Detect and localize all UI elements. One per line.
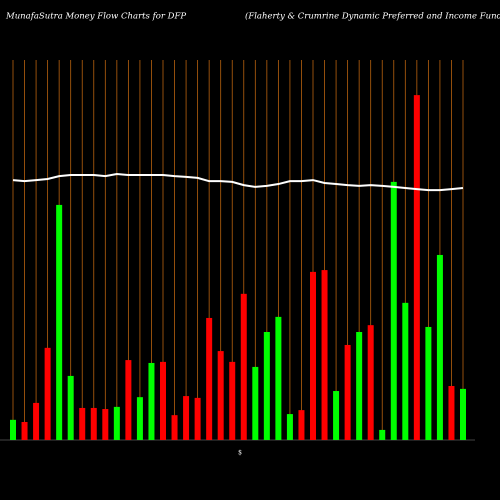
bar — [275, 316, 282, 440]
bar — [460, 388, 466, 440]
bar — [79, 407, 86, 440]
bar — [21, 422, 28, 440]
bar — [183, 396, 190, 440]
chart-subtitle: (Flaherty & Crumrine Dynamic Preferred a… — [245, 11, 500, 22]
bar — [56, 204, 63, 440]
bar — [44, 347, 51, 440]
bar — [356, 332, 363, 440]
bar — [217, 351, 224, 440]
bar — [402, 302, 409, 440]
bar — [206, 317, 213, 440]
bar — [194, 397, 201, 440]
bar — [125, 360, 132, 440]
bar — [298, 410, 305, 440]
bar — [10, 419, 16, 440]
bar — [136, 397, 143, 440]
bar — [413, 95, 420, 441]
bar — [102, 409, 109, 440]
bar — [252, 366, 259, 440]
bar — [425, 326, 432, 440]
bar — [263, 332, 270, 440]
bar — [344, 344, 351, 440]
chart-title: MunafaSutra Money Flow Charts for DFP — [5, 12, 186, 22]
bar — [171, 415, 178, 440]
bar — [229, 361, 236, 440]
bar — [240, 293, 247, 440]
bar — [310, 271, 316, 440]
bar — [379, 429, 386, 440]
bar — [333, 391, 340, 440]
bar — [148, 362, 155, 440]
bar — [160, 361, 166, 440]
bar — [286, 414, 293, 440]
bar — [367, 325, 374, 440]
bar — [448, 386, 455, 440]
bar — [113, 406, 120, 440]
bar — [321, 270, 328, 440]
bar — [390, 181, 397, 440]
bar — [436, 254, 443, 440]
bar — [67, 375, 74, 440]
x-axis-label: $ — [238, 450, 242, 457]
bar — [33, 402, 40, 440]
money-flow-line — [12, 172, 464, 192]
bar — [90, 407, 97, 440]
